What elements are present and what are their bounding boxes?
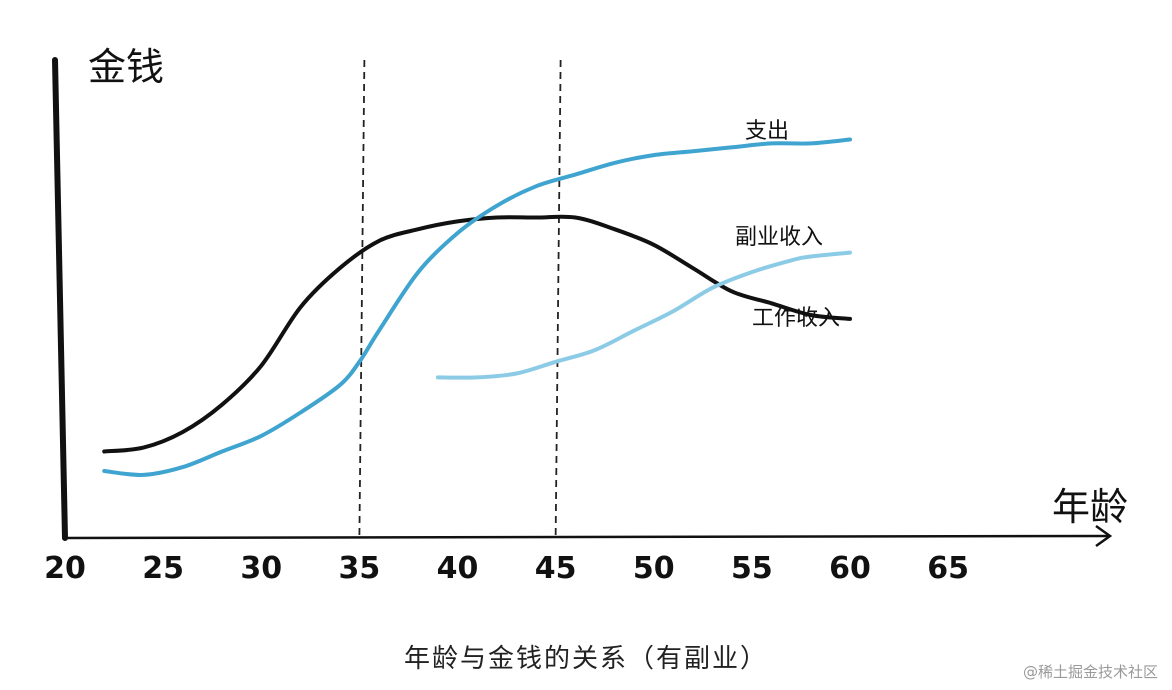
x-tick-label: 60 — [829, 551, 871, 586]
reference-line — [358, 59, 366, 539]
x-tick-label: 20 — [44, 551, 86, 586]
x-axis-label: 年龄 — [1052, 485, 1128, 529]
series-label: 工作收入 — [752, 306, 840, 331]
y-axis-label: 金钱 — [88, 45, 164, 89]
x-tick-label: 45 — [535, 551, 577, 586]
reference-line — [554, 59, 562, 539]
series-line — [435, 250, 852, 380]
series-label: 支出 — [745, 119, 789, 144]
series-group — [102, 137, 852, 477]
x-tick-label: 55 — [731, 551, 773, 586]
x-axis-arrow-icon — [1095, 524, 1113, 548]
x-tick-label: 25 — [142, 551, 184, 586]
x-tick-label: 50 — [633, 551, 675, 586]
x-tick-label: 65 — [927, 551, 969, 586]
y-axis — [52, 57, 68, 541]
series-line — [102, 214, 852, 454]
figure-caption: 年龄与金钱的关系（有副业） — [403, 644, 768, 674]
series-label: 副业收入 — [735, 225, 823, 250]
x-tick-label: 35 — [339, 551, 381, 586]
series-line — [102, 137, 852, 477]
x-tick-label: 30 — [240, 551, 282, 586]
x-axis — [64, 534, 1111, 540]
watermark: @稀土掘金技术社区 — [1022, 663, 1158, 681]
reference-lines — [358, 59, 562, 539]
x-tick-label: 40 — [437, 551, 479, 586]
